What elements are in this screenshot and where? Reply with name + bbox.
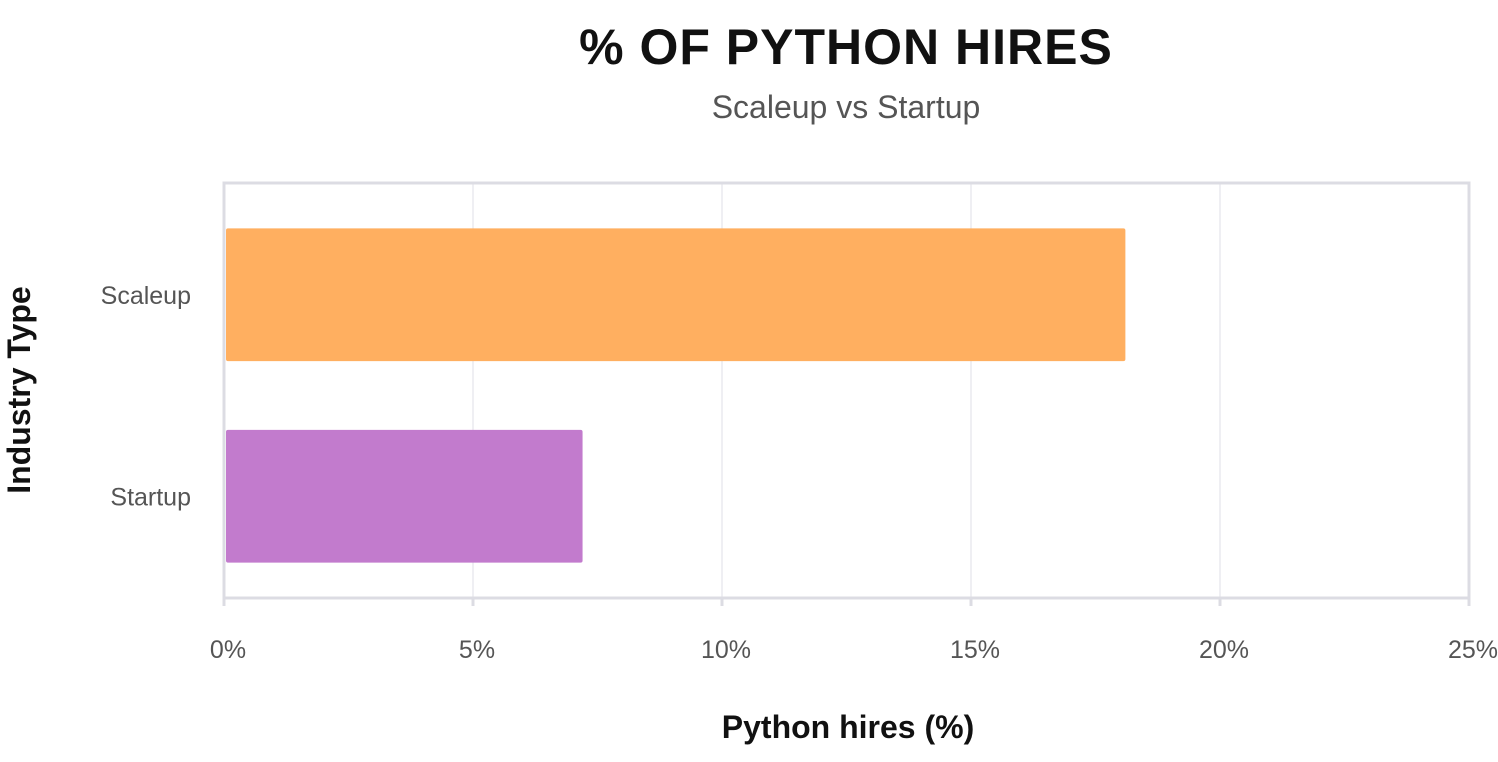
x-tick-label: 20% [1199,636,1249,664]
x-axis-ticks: 0% 5% 10% 15% 20% 25% [210,598,1498,664]
chart-title: % OF PYTHON HIRES [579,19,1113,75]
x-tick-label: 10% [701,636,751,664]
chart-subtitle: Scaleup vs Startup [712,89,981,125]
x-tick-label: 0% [210,636,246,664]
y-axis-title: Industry Type [1,286,37,493]
x-tick-label: 5% [459,636,495,664]
y-category-label: Scaleup [101,282,191,310]
bar-scaleup [226,228,1126,362]
bar-startup [226,429,583,563]
x-axis-title: Python hires (%) [722,709,974,745]
bars [226,228,1126,563]
x-tick-label: 15% [950,636,1000,664]
y-category-label: Startup [110,483,191,511]
plot-frame [222,181,1471,600]
x-tick-label: 25% [1448,636,1498,664]
y-axis-category-labels: Scaleup Startup [101,282,191,512]
